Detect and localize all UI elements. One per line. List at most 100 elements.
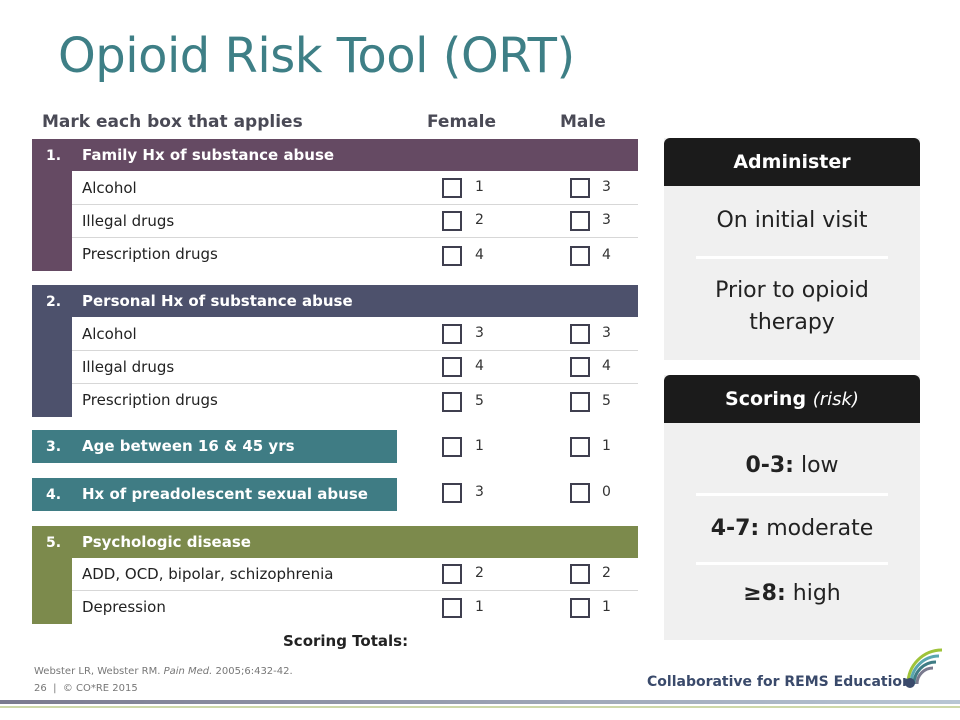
table-row: Alcohol 1 3 (72, 172, 638, 205)
male-score: 2 (602, 565, 611, 581)
row-label: Alcohol (82, 325, 137, 343)
section-heading: Family Hx of substance abuse (72, 139, 638, 171)
column-header-male: Male (560, 112, 606, 132)
male-score: 5 (602, 393, 611, 409)
female-checkbox[interactable] (442, 357, 462, 377)
column-header-female: Female (427, 112, 496, 132)
female-score: 3 (475, 484, 484, 500)
divider (696, 493, 888, 496)
row-label: Prescription drugs (82, 245, 218, 263)
section-preadolescent-abuse: 4. Hx of preadolescent sexual abuse 3 0 (32, 478, 638, 511)
page-title: Opioid Risk Tool (ORT) (58, 28, 575, 84)
row-label: Illegal drugs (82, 358, 175, 376)
section-number: 1. (32, 139, 72, 271)
score-range: 4-7: (710, 516, 760, 541)
row-label: Depression (82, 598, 166, 616)
administer-heading: Administer (664, 138, 920, 186)
male-checkbox[interactable] (570, 178, 590, 198)
male-score: 3 (602, 179, 611, 195)
administer-item: On initial visit (716, 208, 868, 233)
female-score: 1 (475, 599, 484, 615)
section-psychologic-disease: 5. Psychologic disease ADD, OCD, bipolar… (32, 526, 638, 624)
female-checkbox[interactable] (442, 564, 462, 584)
scoring-heading-text: Scoring (725, 388, 807, 410)
female-checkbox[interactable] (442, 598, 462, 618)
female-checkbox[interactable] (442, 437, 462, 457)
section-number: 5. (32, 526, 72, 624)
female-checkbox[interactable] (442, 324, 462, 344)
divider (696, 562, 888, 565)
female-checkbox[interactable] (442, 211, 462, 231)
scoring-item-low: 0-3: low (664, 423, 920, 493)
score-range: 0-3: (745, 453, 794, 478)
table-row: Depression 1 1 (72, 591, 638, 624)
male-checkbox[interactable] (570, 211, 590, 231)
citation-journal: Pain Med. (163, 666, 213, 677)
section-personal-hx: 2. Personal Hx of substance abuse Alcoho… (32, 285, 638, 417)
male-score: 0 (602, 484, 611, 500)
section-heading: Hx of preadolescent sexual abuse (72, 478, 397, 511)
male-checkbox[interactable] (570, 357, 590, 377)
male-score: 4 (602, 358, 611, 374)
table-row: Alcohol 3 3 (72, 318, 638, 351)
table-row: Prescription drugs 4 4 (72, 238, 638, 271)
section-heading: Age between 16 & 45 yrs (72, 430, 397, 463)
male-score: 3 (602, 212, 611, 228)
score-level: low (800, 453, 839, 478)
section-number: 3. (32, 430, 72, 463)
copyright: © CO*RE 2015 (62, 683, 138, 694)
row-label: Alcohol (82, 179, 137, 197)
male-checkbox[interactable] (570, 598, 590, 618)
citation: Webster LR, Webster RM. Pain Med. 2005;6… (34, 666, 293, 677)
female-checkbox[interactable] (442, 178, 462, 198)
table-row: Prescription drugs 5 5 (72, 384, 638, 417)
column-header-mark: Mark each box that applies (42, 112, 303, 132)
table-row: ADD, OCD, bipolar, schizophrenia 2 2 (72, 558, 638, 591)
female-checkbox[interactable] (442, 483, 462, 503)
row-label: ADD, OCD, bipolar, schizophrenia (82, 565, 334, 583)
female-score: 5 (475, 393, 484, 409)
section-family-hx: 1. Family Hx of substance abuse Alcohol … (32, 139, 638, 271)
male-score: 1 (602, 438, 611, 454)
male-score: 4 (602, 247, 611, 263)
row-label: Prescription drugs (82, 391, 218, 409)
male-checkbox[interactable] (570, 483, 590, 503)
male-checkbox[interactable] (570, 246, 590, 266)
divider (696, 256, 888, 259)
footer-page-info: 26 | © CO*RE 2015 (34, 683, 138, 694)
female-checkbox[interactable] (442, 392, 462, 412)
male-score: 3 (602, 325, 611, 341)
administer-item: Prior to opioid therapy (715, 278, 869, 335)
scoring-item-moderate: 4-7: moderate (664, 496, 920, 562)
female-score: 4 (475, 358, 484, 374)
table-row: Illegal drugs 4 4 (72, 351, 638, 384)
section-heading: Psychologic disease (72, 526, 638, 558)
male-checkbox[interactable] (570, 392, 590, 412)
score-level: moderate (766, 516, 874, 541)
scoring-totals-label: Scoring Totals: (283, 632, 409, 650)
footer-rule (0, 700, 960, 704)
male-score: 1 (602, 599, 611, 615)
table-row: Illegal drugs 2 3 (72, 205, 638, 238)
section-age: 3. Age between 16 & 45 yrs 1 1 (32, 430, 638, 463)
page-number: 26 (34, 683, 47, 694)
male-checkbox[interactable] (570, 564, 590, 584)
female-checkbox[interactable] (442, 246, 462, 266)
footer-separator: | (53, 683, 57, 694)
score-range: ≥8: (743, 581, 786, 606)
male-checkbox[interactable] (570, 437, 590, 457)
scoring-card: Scoring (risk) 0-3: low 4-7: moderate ≥8… (664, 375, 920, 640)
administer-card: Administer On initial visit Prior to opi… (664, 138, 920, 360)
core-logo-icon (905, 648, 943, 688)
female-score: 3 (475, 325, 484, 341)
footer-rule-accent (0, 706, 960, 708)
section-number: 4. (32, 478, 72, 511)
male-checkbox[interactable] (570, 324, 590, 344)
section-heading: Personal Hx of substance abuse (72, 285, 638, 317)
female-score: 1 (475, 179, 484, 195)
female-score: 1 (475, 438, 484, 454)
scoring-heading-note: (risk) (812, 389, 859, 410)
scoring-item-high: ≥8: high (664, 565, 920, 606)
female-score: 2 (475, 212, 484, 228)
scoring-heading: Scoring (risk) (664, 375, 920, 423)
